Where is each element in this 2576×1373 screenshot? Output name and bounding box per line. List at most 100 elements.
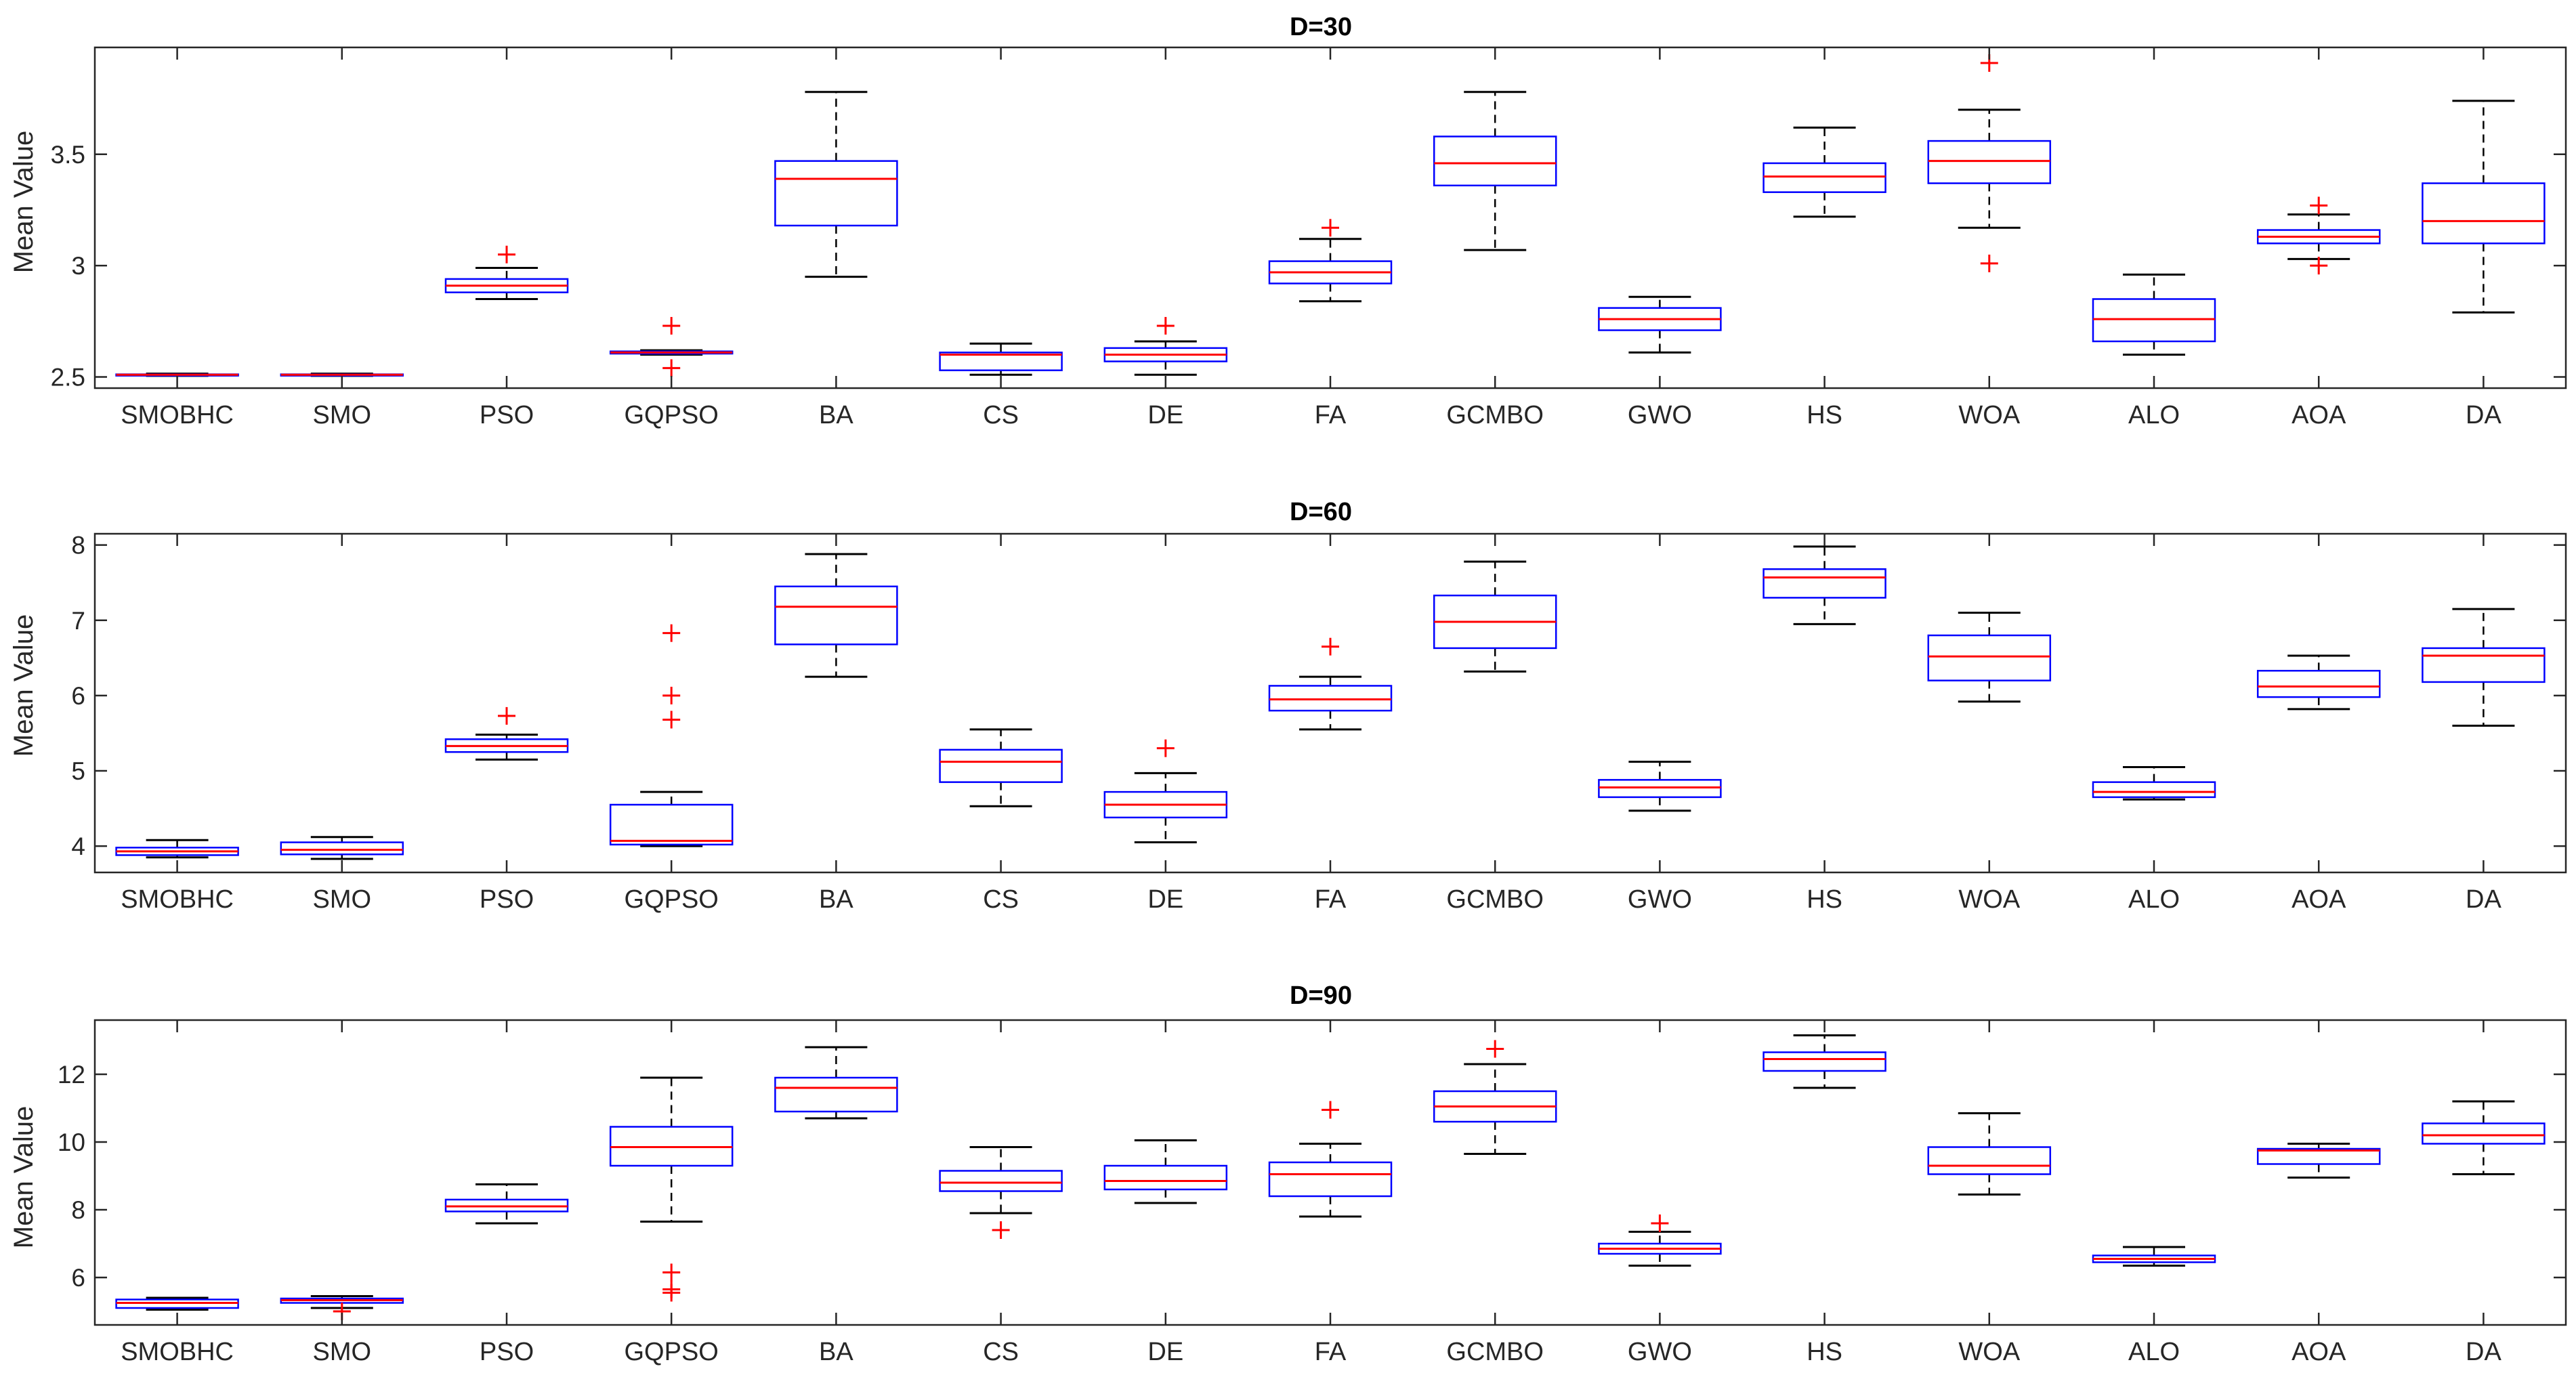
x-tick-label: AOA [2292,401,2346,429]
y-tick-label: 5 [71,757,85,785]
box-plot-gqpso [609,1076,734,1302]
x-tick-label: AOA [2292,1338,2346,1366]
iqr-box [2422,1122,2546,1145]
outlier-marker [662,624,681,642]
x-tick-label: FA [1315,401,1347,429]
y-tick-label: 6 [71,682,85,710]
axes-box [93,532,2567,874]
subplot-title: D=60 [1290,498,1352,526]
box-marks [115,545,2546,860]
box-plot-cs [939,342,1063,376]
subplot-title: D=90 [1290,981,1352,1010]
box-plot-gcmbo [1433,91,1557,251]
box-plot-ba [774,553,898,678]
box-plot-hs [1762,1034,1886,1089]
box-plot-gwo [1598,295,1722,354]
box-plot-woa [1927,1112,2052,1196]
iqr-box [609,803,734,846]
box-plot-gcmbo [1433,1040,1557,1155]
y-tick-label: 2.5 [51,364,85,392]
outlier-marker [2310,257,2328,275]
iqr-box [1598,779,1722,799]
outlier-marker [662,316,681,335]
iqr-box [2092,781,2216,799]
box-plot-de [1103,739,1228,844]
x-tick-label: SMO [313,401,372,429]
box-plot-gcmbo [1433,560,1557,673]
box-plot-aoa [2256,654,2381,711]
iqr-box [2092,298,2216,343]
x-tick-label: BA [819,885,853,914]
x-tick-label: DE [1147,1338,1183,1366]
x-tick-label: CS [983,401,1019,429]
x-tick-label: GWO [1628,885,1692,914]
iqr-box [1433,135,1557,187]
box-plot-aoa [2256,196,2381,275]
box-plot-ba [774,91,898,278]
iqr-box [1268,685,1393,712]
outlier-marker [1322,1101,1339,1119]
outlier-marker [662,711,681,729]
x-tick-label: SMO [313,885,372,914]
x-tick-label: SMOBHC [121,885,234,914]
iqr-box [774,585,898,646]
outlier-marker [1486,1040,1504,1058]
iqr-box [2256,669,2381,698]
box-plot-hs [1762,126,1886,218]
subplot-title: D=30 [1290,13,1352,41]
box-plot-alo [2092,765,2216,801]
x-tick-label: PSO [480,885,534,914]
y-tick-label: 8 [71,1196,85,1224]
box-plot-smo [280,373,404,377]
x-tick-label: PSO [480,1338,534,1366]
x-tick-label: GCMBO [1446,885,1544,914]
iqr-box [1927,634,2052,681]
box-plot-cs [939,1146,1063,1239]
x-tick-label: HS [1807,1338,1842,1366]
y-tick-label: 4 [71,832,85,860]
box-plot-alo [2092,273,2216,356]
box-plot-smo [280,836,404,860]
outlier-marker [1156,739,1175,757]
box-plot-fa [1268,637,1393,731]
iqr-box [2422,182,2546,245]
box-marks [115,1034,2546,1320]
x-tick-label: HS [1807,401,1842,429]
x-tick-label: AOA [2292,885,2346,914]
x-tick-label: DA [2466,401,2501,429]
box-plot-gqpso [609,316,734,377]
box-plot-gqpso [609,624,734,847]
box-plot-woa [1927,612,2052,703]
x-tick-label: SMOBHC [121,401,234,429]
x-tick-label: GCMBO [1446,1338,1544,1366]
axes-box [93,1019,2567,1326]
y-tick-label: 12 [58,1061,85,1089]
x-tick-label: DE [1147,885,1183,914]
box-plot-pso [444,706,569,761]
box-plot-da [2422,1100,2546,1175]
iqr-box [2422,647,2546,683]
box-plot-pso [444,1183,569,1225]
x-tick-label: WOA [1958,885,2020,914]
y-axis-label: Mean Value [9,614,39,757]
box-plot-de [1103,316,1228,376]
iqr-box [280,841,404,856]
box-plot-da [2422,100,2546,314]
y-tick-label: 7 [71,607,85,635]
outlier-marker [662,1284,681,1302]
iqr-box [774,1076,898,1113]
iqr-box [2256,1147,2381,1165]
iqr-box [1927,1146,2052,1175]
box-plot-de [1103,1139,1228,1204]
x-tick-label: PSO [480,401,534,429]
x-tick-label: SMO [313,1338,372,1366]
x-tick-label: BA [819,1338,853,1366]
x-tick-label: DE [1147,401,1183,429]
x-tick-label: ALO [2128,401,2180,429]
x-tick-label: FA [1315,885,1347,914]
box-plot-gwo [1598,761,1722,812]
iqr-box [1927,140,2052,184]
x-tick-label: DA [2466,885,2501,914]
x-tick-label: BA [819,401,853,429]
